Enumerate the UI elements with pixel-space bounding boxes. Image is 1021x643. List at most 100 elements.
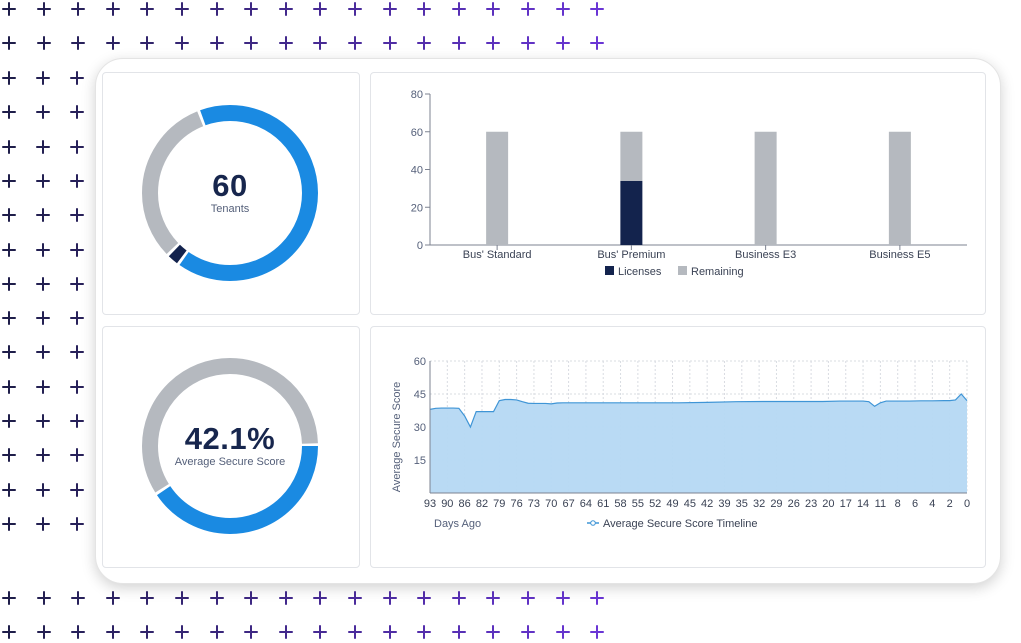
area-x-tick-label: 6 xyxy=(912,498,918,510)
plus-icon xyxy=(382,1,398,17)
bar-category-label: Bus' Standard xyxy=(463,249,532,261)
plus-icon xyxy=(243,35,259,51)
area-x-tick-label: 70 xyxy=(545,498,557,510)
area-legend-label[interactable]: Average Secure Score Timeline xyxy=(603,518,758,530)
plus-icon xyxy=(70,1,86,17)
plus-icon xyxy=(174,1,190,17)
plus-icon xyxy=(35,482,51,498)
plus-icon xyxy=(1,173,17,189)
area-x-tick-label: 45 xyxy=(684,498,696,510)
bar-category-label: Bus' Premium xyxy=(597,249,665,261)
area-x-tick-label: 61 xyxy=(597,498,609,510)
plus-icon xyxy=(416,1,432,17)
bar-remaining-0 xyxy=(486,131,509,245)
plus-icon xyxy=(451,35,467,51)
plus-icon xyxy=(312,624,328,640)
bar-licenses-1 xyxy=(620,180,643,245)
area-x-tick-label: 29 xyxy=(770,498,782,510)
plus-icon xyxy=(209,1,225,17)
plus-icon xyxy=(139,590,155,606)
plus-icon xyxy=(69,344,85,360)
plus-icon xyxy=(1,207,17,223)
plus-icon xyxy=(485,590,501,606)
plus-icon xyxy=(35,413,51,429)
area-x-tick-label: 4 xyxy=(929,498,935,510)
plus-icon xyxy=(416,35,432,51)
plus-icon xyxy=(36,35,52,51)
area-x-tick-label: 82 xyxy=(476,498,488,510)
plus-icon xyxy=(416,624,432,640)
plus-icon xyxy=(1,482,17,498)
plus-icon xyxy=(36,624,52,640)
area-x-tick-label: 39 xyxy=(718,498,730,510)
legend-label-licenses[interactable]: Licenses xyxy=(618,266,662,278)
plus-icon xyxy=(69,482,85,498)
plus-icon xyxy=(69,276,85,292)
bar-category-label: Business E3 xyxy=(735,249,796,261)
area-x-tick-label: 11 xyxy=(875,498,886,510)
bar-remaining-1 xyxy=(620,131,643,181)
plus-icon xyxy=(69,379,85,395)
plus-icon xyxy=(1,276,17,292)
area-y-tick-label: 60 xyxy=(414,356,426,368)
area-x-tick-label: 26 xyxy=(788,498,800,510)
bar-y-tick-label: 20 xyxy=(411,202,423,214)
tenants-label: Tenants xyxy=(210,203,250,215)
legend-label-remaining[interactable]: Remaining xyxy=(691,266,744,278)
plus-icon xyxy=(69,104,85,120)
plus-icon xyxy=(139,35,155,51)
plus-icon xyxy=(278,590,294,606)
plus-icon xyxy=(382,624,398,640)
area-legend-marker-icon xyxy=(590,520,596,526)
plus-icon xyxy=(35,173,51,189)
plus-icon xyxy=(1,344,17,360)
plus-icon xyxy=(451,624,467,640)
plus-icon xyxy=(35,276,51,292)
area-x-tick-label: 14 xyxy=(857,498,869,510)
plus-icon xyxy=(451,590,467,606)
area-x-tick-label: 20 xyxy=(822,498,834,510)
plus-icon xyxy=(209,35,225,51)
secure-score-label: Average Secure Score xyxy=(174,456,286,468)
tenants-card: 60 Tenants xyxy=(102,72,360,315)
legend-swatch-remaining xyxy=(678,266,687,275)
plus-icon xyxy=(347,1,363,17)
area-y-tick-label: 30 xyxy=(414,422,426,434)
plus-icon xyxy=(278,624,294,640)
plus-icon xyxy=(243,1,259,17)
plus-icon xyxy=(69,413,85,429)
area-x-tick-label: 35 xyxy=(736,498,748,510)
plus-icon xyxy=(69,516,85,532)
plus-icon xyxy=(35,242,51,258)
area-x-tick-label: 90 xyxy=(441,498,453,510)
plus-icon xyxy=(1,413,17,429)
plus-icon xyxy=(520,1,536,17)
plus-icon xyxy=(35,104,51,120)
area-x-tick-label: 76 xyxy=(510,498,522,510)
plus-icon xyxy=(139,624,155,640)
plus-icon xyxy=(1,590,17,606)
area-x-tick-label: 58 xyxy=(614,498,626,510)
plus-icon xyxy=(70,590,86,606)
bar-category-label: Business E5 xyxy=(869,249,930,261)
plus-icon xyxy=(1,447,17,463)
plus-icon xyxy=(35,447,51,463)
plus-icon xyxy=(1,1,17,17)
area-x-tick-label: 0 xyxy=(964,498,970,510)
plus-icon xyxy=(35,70,51,86)
area-x-tick-label: 73 xyxy=(528,498,540,510)
plus-icon xyxy=(35,516,51,532)
plus-icon xyxy=(589,624,605,640)
plus-icon xyxy=(69,70,85,86)
licenses-chart-card: 0 20 40 60 80 Bus' Standard Bus' Premium Busine… xyxy=(370,72,986,315)
plus-icon xyxy=(1,35,17,51)
secure-score-donut: 42.1% Average Secure Score xyxy=(137,353,323,539)
area-x-tick-label: 67 xyxy=(562,498,574,510)
licenses-bar-chart: 0 20 40 60 80 Bus' Standard Bus' Premium Busine… xyxy=(411,89,967,278)
bar-y-tick-label: 40 xyxy=(411,165,423,177)
plus-icon xyxy=(1,624,17,640)
legend-swatch-licenses xyxy=(605,266,614,275)
plus-icon xyxy=(312,35,328,51)
area-x-tick-label: 52 xyxy=(649,498,661,510)
